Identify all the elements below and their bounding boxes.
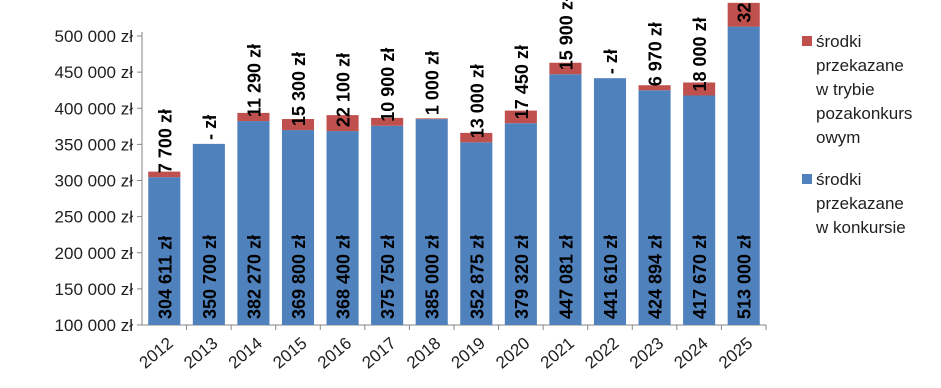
x-tick-label: 2018 [403,334,444,373]
x-tick-label: 2012 [136,334,177,373]
bar-non-competition [371,117,404,126]
y-tick-label: 200 000 zł [55,244,134,263]
legend-label-line: środki [816,170,862,189]
data-label-non-competition: 22 100 zł [334,53,354,127]
data-label-non-competition: 32 880 zł [735,0,755,23]
data-label-competition: 441 610 zł [601,235,621,319]
y-tick-label: 400 000 zł [55,99,134,118]
legend-item-non-competition: środki przekazane w trybie pozakonkurs o… [800,30,940,150]
x-tick-label: 2019 [448,334,489,373]
y-tick-label: 450 000 zł [55,63,134,82]
data-label-competition: 304 611 zł [155,236,175,319]
x-tick-label: 2024 [671,334,712,373]
bar-competition [148,177,181,325]
bar-non-competition [281,119,315,131]
legend-label-line: pozakonkurs [816,104,913,123]
bar-non-competition [683,82,716,96]
x-tick-label: 2015 [269,334,310,373]
bar-non-competition [638,85,671,91]
data-label-non-competition: 13 000 zł [467,64,487,138]
data-label-non-competition: - zł [200,115,220,140]
bar-competition [593,78,627,326]
data-label-competition: 417 670 zł [690,235,710,319]
bar-non-competition [326,115,359,132]
data-label-competition: 424 894 zł [646,235,666,319]
bar-non-competition [237,112,270,122]
x-tick-label: 2021 [537,334,578,373]
bar-competition [371,125,404,325]
data-label-non-competition: 1 000 zł [423,51,443,115]
data-label-non-competition: 7 700 zł [155,109,175,173]
x-tick-label: 2014 [225,334,266,373]
data-label-competition: 369 800 zł [289,235,309,319]
bar-competition [192,143,225,325]
y-tick-label: 100 000 zł [55,316,134,335]
bar-competition [504,123,537,325]
legend-label-line: w konkursie [816,218,906,237]
x-tick-label: 2020 [492,334,533,373]
x-tick-label: 2017 [359,334,400,373]
legend-label-line: środki [816,32,862,51]
legend-label-line: owym [816,128,861,147]
bar-non-competition [727,2,760,27]
y-tick-label: 250 000 zł [55,208,134,227]
y-tick-label: 300 000 zł [55,172,134,191]
x-tick-label: 2013 [180,334,221,373]
bar-competition [638,90,671,325]
x-tick-label: 2016 [314,334,355,373]
legend-swatch-non-competition [802,36,812,46]
bar-competition [326,131,359,325]
bar-competition [727,26,760,325]
x-tick-label: 2022 [581,334,622,373]
x-tick-label: 2023 [626,334,667,373]
x-tick-label: 2025 [715,334,756,373]
bar-competition [415,119,448,326]
legend-item-competition: środki przekazane w konkursie [800,168,940,240]
bar-non-competition [415,118,448,120]
bar-non-competition [460,132,493,143]
bar-non-competition [148,171,181,178]
data-label-non-competition: 6 970 zł [646,22,666,86]
legend-label-line: w trybie [816,80,875,99]
bar-competition [683,95,716,325]
stacked-bar-chart: 100 000 zł 150 000 zł 200 000 zł 250 000 zł… [55,0,767,373]
data-label-competition: 447 081 zł [556,235,576,319]
legend: środki przekazane w trybie pozakonkurs o… [800,30,940,258]
data-label-non-competition: - zł [601,49,621,74]
data-label-competition: 513 000 zł [735,235,755,319]
bar-non-competition [504,110,537,124]
data-label-non-competition: 17 450 zł [512,45,532,119]
data-label-competition: 350 700 zł [200,235,220,319]
data-label-competition: 385 000 zł [423,235,443,319]
data-label-competition: 352 875 zł [467,235,487,319]
bar-competition [237,121,270,325]
bar-competition [549,74,582,325]
y-tick-label: 150 000 zł [55,280,134,299]
data-label-non-competition: 18 000 zł [690,17,710,91]
legend-swatch-competition [802,174,812,184]
data-label-non-competition: 15 900 zł [556,0,576,70]
bar-competition [460,142,493,325]
data-label-competition: 379 320 zł [512,235,532,319]
data-label-competition: 368 400 zł [334,235,354,319]
y-tick-label: 350 000 zł [55,135,134,154]
data-label-non-competition: 11 290 zł [244,44,264,117]
data-label-non-competition: 15 300 zł [289,52,309,126]
data-label-competition: 375 750 zł [378,235,398,319]
bar-competition [281,130,315,325]
legend-label-line: przekazane [816,56,904,75]
data-label-competition: 382 270 zł [244,235,264,319]
bar-non-competition [549,62,582,75]
data-label-non-competition: 10 900 zł [378,48,398,122]
legend-label-line: przekazane [816,194,904,213]
y-tick-label: 500 000 zł [55,27,134,46]
